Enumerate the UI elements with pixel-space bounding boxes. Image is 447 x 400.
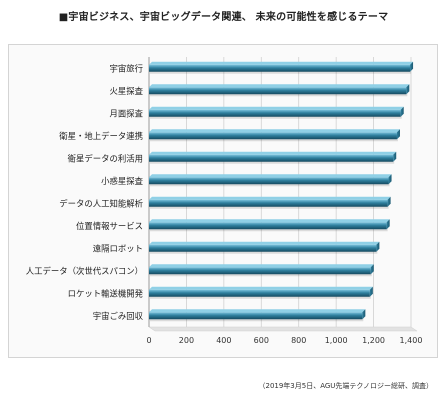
bar <box>149 267 371 275</box>
x-tick-label: 1,400 <box>400 336 423 345</box>
source-note: （2019年3月5日、AGU先端テクノロジー総研、調査） <box>258 382 433 390</box>
bar-end <box>376 241 380 252</box>
bar-group <box>149 129 400 142</box>
bar-group <box>149 219 390 232</box>
bar-top <box>149 174 392 178</box>
bar-end <box>362 309 366 320</box>
bar-group <box>149 151 397 164</box>
bar-top <box>149 241 380 245</box>
bar-group <box>149 174 392 187</box>
bar <box>149 109 401 117</box>
category-label: 宇宙旅行 <box>110 63 144 73</box>
bar-chart: 宇宙旅行火星探査月面探査衛星・地上データ連携衛星データの利活用小惑星探査データの… <box>26 57 423 345</box>
x-tick-label: 0 <box>146 336 151 345</box>
bar <box>149 244 377 252</box>
chart-frame: 宇宙旅行火星探査月面探査衛星・地上データ連携衛星データの利活用小惑星探査データの… <box>8 44 438 358</box>
category-label: 位置情報サービス <box>76 221 143 231</box>
bar-top <box>149 151 397 155</box>
bar-group <box>149 264 374 277</box>
x-tick-label: 200 <box>179 336 194 345</box>
bar-top <box>149 84 410 88</box>
bar-top <box>149 219 390 223</box>
x-tick-label: 1,200 <box>362 336 385 345</box>
bar-end <box>388 174 392 185</box>
category-label: 月面探査 <box>110 108 144 118</box>
bar-end <box>387 196 391 207</box>
bar-end <box>386 219 390 230</box>
bar-end <box>410 61 414 72</box>
bar-top <box>149 309 366 313</box>
bar-group <box>149 84 410 97</box>
bar <box>149 132 397 140</box>
bar-top <box>149 129 400 133</box>
bar <box>149 199 388 207</box>
bar-group <box>149 286 373 299</box>
bar-end <box>406 84 410 95</box>
bar-top <box>149 61 414 65</box>
bar <box>149 154 394 162</box>
bar <box>149 87 407 95</box>
category-label: 遠隔ロボット <box>93 243 143 253</box>
category-label: ロケット輸送機開発 <box>68 288 144 298</box>
bar-group <box>149 61 414 74</box>
x-tick-label: 400 <box>216 336 231 345</box>
category-label: データの人工知能解析 <box>59 198 143 208</box>
bar-group <box>149 241 380 254</box>
bar-end <box>369 286 373 297</box>
bar-group <box>149 309 366 322</box>
bar-group <box>149 106 404 119</box>
chart-title: ■宇宙ビジネス、宇宙ビッグデータ関連、 未来の可能性を感じるテーマ <box>58 12 389 23</box>
bar-end <box>393 151 397 162</box>
bar-top <box>149 286 373 290</box>
bar <box>149 289 370 297</box>
bar <box>149 222 387 230</box>
category-label: 人工データ（次世代スパコン） <box>26 266 143 276</box>
category-label: 衛星・地上データ連携 <box>59 131 143 141</box>
bar-top <box>149 264 374 268</box>
bar <box>149 177 389 185</box>
bar-end <box>396 129 400 140</box>
category-label: 宇宙ごみ回収 <box>93 311 144 321</box>
category-label: 小惑星探査 <box>101 176 143 186</box>
x-tick-label: 1,000 <box>325 336 348 345</box>
x-tick-label: 800 <box>291 336 306 345</box>
bar-top <box>149 106 404 110</box>
category-label: 火星探査 <box>110 86 144 96</box>
bar-group <box>149 196 391 209</box>
bar-end <box>400 106 404 117</box>
bar-end <box>370 264 374 275</box>
plot-floor <box>148 326 418 332</box>
x-tick-label: 600 <box>254 336 269 345</box>
bar-top <box>149 196 391 200</box>
bar <box>149 312 363 320</box>
category-label: 衛星データの利活用 <box>68 153 143 163</box>
bar <box>149 64 411 72</box>
